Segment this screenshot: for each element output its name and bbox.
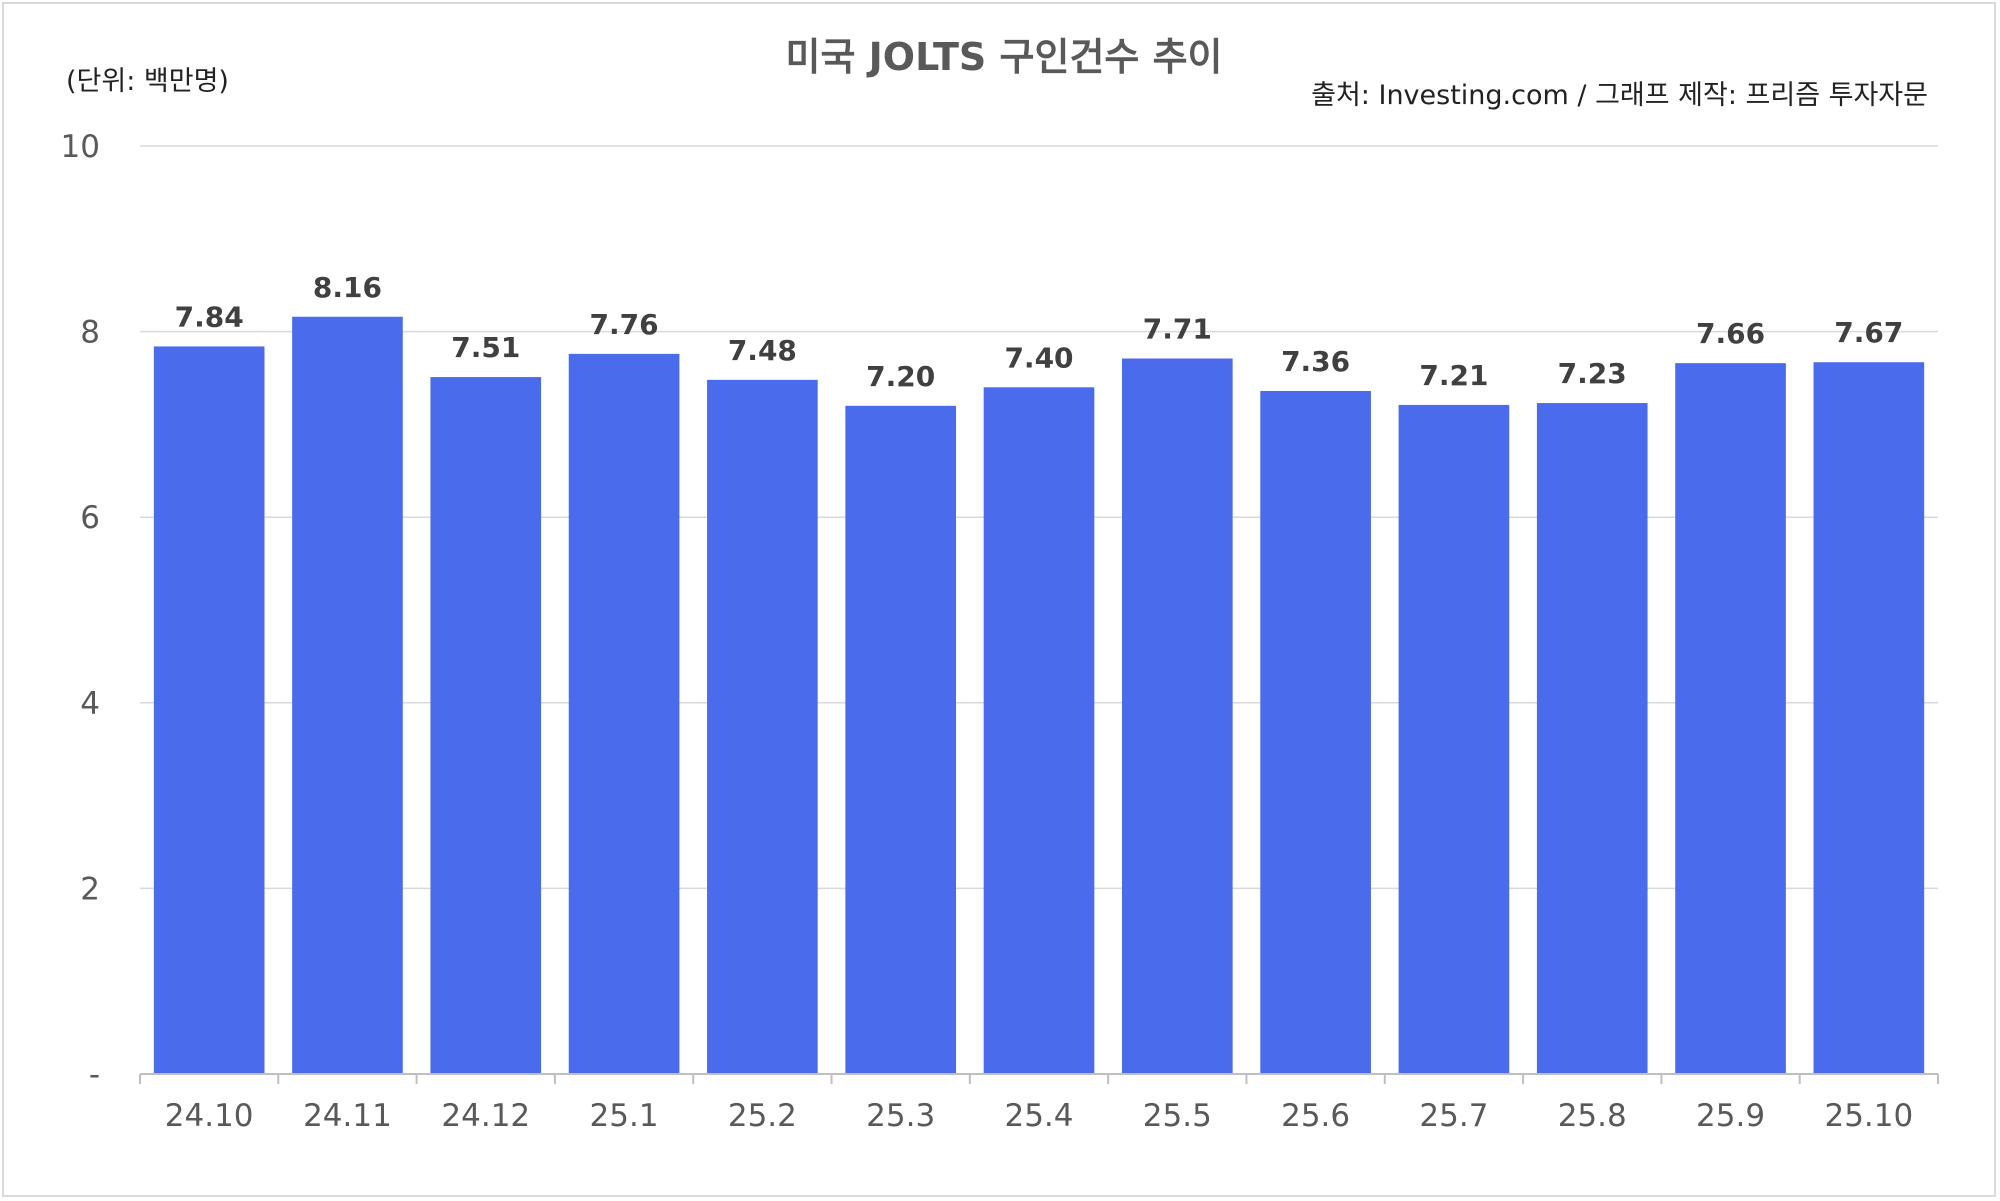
data-label: 7.20: [866, 360, 935, 393]
bar: [845, 405, 957, 1075]
bar: [1260, 390, 1371, 1074]
bar: [1536, 403, 1648, 1074]
source-label: 출처: Investing.com / 그래프 제작: 프리즘 투자자문: [1311, 80, 1928, 111]
x-tick-label: 25.3: [866, 1098, 935, 1134]
x-tick-label: 25.5: [1143, 1098, 1212, 1134]
data-label: 7.84: [175, 300, 244, 333]
data-labels: 7.84 8.16 7.51 7.76 7.48 7.20 7.40 7.71 7.36 7.21…: [175, 271, 1904, 393]
bar: [568, 353, 680, 1074]
data-label: 7.40: [1004, 341, 1073, 374]
bars: [153, 316, 1925, 1075]
bar: [430, 377, 542, 1074]
data-label: 7.36: [1281, 345, 1350, 378]
data-label: 7.67: [1834, 316, 1903, 349]
x-tick-label: 25.2: [728, 1098, 797, 1134]
y-axis-ticks: - 2 4 6 8 10: [61, 129, 100, 1093]
x-tick-label: 25.4: [1004, 1098, 1073, 1134]
x-tick-label: 25.1: [590, 1098, 659, 1134]
bar: [153, 346, 265, 1074]
x-tick-label: 25.7: [1419, 1098, 1488, 1134]
unit-label: (단위: 백만명): [66, 66, 229, 97]
data-label: 7.71: [1143, 313, 1212, 346]
y-tick-label: 6: [80, 500, 100, 536]
x-tick-label: 24.12: [441, 1098, 530, 1134]
data-label: 7.21: [1419, 359, 1488, 392]
y-tick-label: -: [89, 1057, 100, 1093]
y-tick-label: 10: [61, 129, 100, 165]
data-label: 7.66: [1696, 317, 1765, 350]
data-label: 7.76: [590, 308, 659, 341]
x-tick-label: 24.10: [165, 1098, 254, 1134]
chart-title: 미국 JOLTS 구인건수 추이: [785, 35, 1222, 79]
y-tick-label: 8: [80, 315, 100, 351]
data-label: 7.48: [728, 334, 797, 367]
x-tick-label: 25.10: [1824, 1098, 1913, 1134]
bar: [707, 379, 818, 1075]
bar: [1398, 404, 1510, 1074]
x-tick-label: 24.11: [303, 1098, 392, 1134]
x-tick-label: 25.6: [1281, 1098, 1350, 1134]
x-tick-label: 25.9: [1696, 1098, 1765, 1134]
bar: [1121, 358, 1233, 1075]
y-tick-label: 4: [80, 686, 100, 722]
data-label: 8.16: [313, 271, 382, 304]
x-tick-label: 25.8: [1558, 1098, 1627, 1134]
bar: [983, 387, 1095, 1074]
data-label: 7.23: [1558, 357, 1627, 390]
bar: [292, 316, 403, 1074]
bar: [1675, 363, 1786, 1075]
x-axis: 24.10 24.11 24.12 25.1 25.2 25.3 25.4 25.5 25.6 2…: [139, 1073, 1939, 1134]
data-label: 7.51: [451, 331, 520, 364]
y-tick-label: 2: [80, 871, 100, 907]
bar: [1813, 362, 1925, 1074]
bar-chart: 미국 JOLTS 구인건수 추이 (단위: 백만명) 출처: Investing…: [61, 35, 1939, 1134]
